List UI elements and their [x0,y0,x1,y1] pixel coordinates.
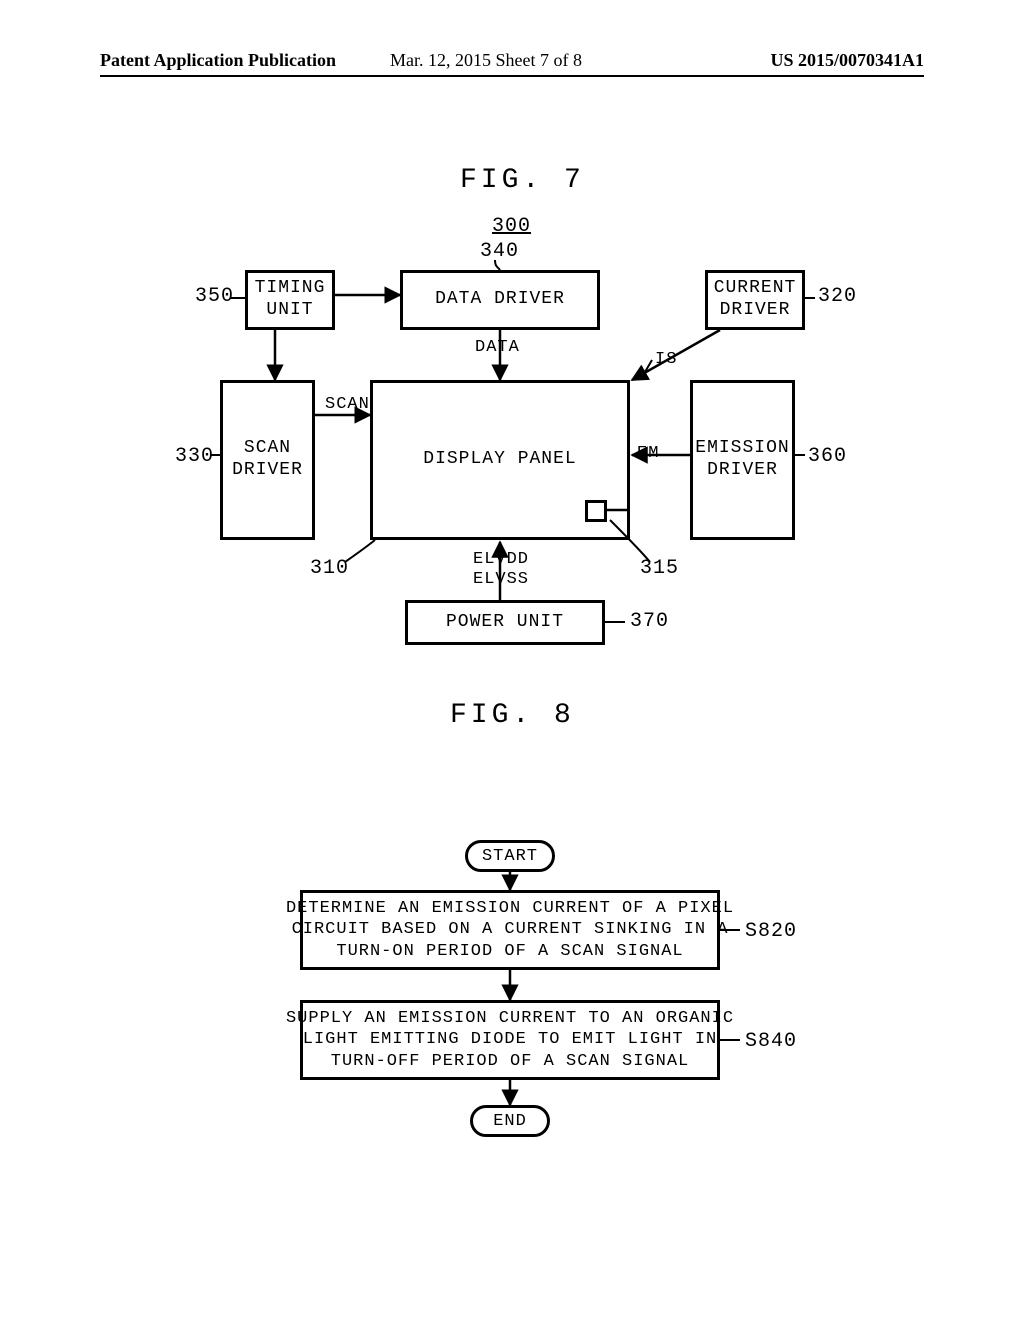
header-date-sheet: Mar. 12, 2015 Sheet 7 of 8 [390,50,582,71]
flow-step-1-ref: S820 [745,920,797,943]
timing-unit-ref: 350 [195,285,234,308]
emission-driver-block: EMISSION DRIVER [690,380,795,540]
flow-step-2-ref: S840 [745,1030,797,1053]
signal-scan: SCAN [325,395,370,414]
power-unit-ref: 370 [630,610,669,633]
signal-data: DATA [475,338,520,357]
header-docnum: US 2015/0070341A1 [770,50,924,71]
timing-unit-block: TIMING UNIT [245,270,335,330]
fig7-sysref: 300 [492,215,531,238]
signal-em: EM [637,444,659,463]
emission-driver-ref: 360 [808,445,847,468]
signal-elvss: ELVSS [473,570,529,589]
data-driver-block: DATA DRIVER [400,270,600,330]
pixel-icon [585,500,607,522]
flow-step-1: DETERMINE AN EMISSION CURRENT OF A PIXEL… [300,890,720,970]
data-driver-ref: 340 [480,240,519,263]
header-rule [100,75,924,77]
scan-driver-ref: 330 [175,445,214,468]
flow-step-2: SUPPLY AN EMISSION CURRENT TO AN ORGANIC… [300,1000,720,1080]
signal-elvdd: ELVDD [473,550,529,569]
current-driver-ref: 320 [818,285,857,308]
pixel-ref: 315 [640,557,679,580]
header-publication: Patent Application Publication [100,50,336,71]
flow-end: END [470,1105,550,1137]
flow-start: START [465,840,555,872]
current-driver-block: CURRENT DRIVER [705,270,805,330]
scan-driver-block: SCAN DRIVER [220,380,315,540]
signal-is: IS [655,350,677,369]
display-panel-ref: 310 [310,557,349,580]
fig8-label: FIG. 8 [450,700,575,731]
power-unit-block: POWER UNIT [405,600,605,645]
fig7-label: FIG. 7 [460,165,585,196]
